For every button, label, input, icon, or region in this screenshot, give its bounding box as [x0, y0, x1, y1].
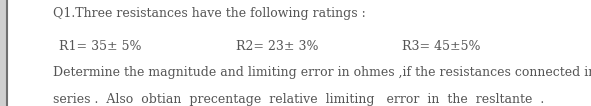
Text: R1= 35± 5%: R1= 35± 5% [59, 40, 142, 53]
Text: R2= 23± 3%: R2= 23± 3% [236, 40, 319, 53]
Text: series .  Also  obtian  precentage  relative  limiting   error  in  the  resltan: series . Also obtian precentage relative… [53, 93, 544, 106]
Text: Determine the magnitude and limiting error in ohmes ,if the resistances connecte: Determine the magnitude and limiting err… [53, 66, 591, 79]
Text: R3= 45±5%: R3= 45±5% [402, 40, 480, 53]
Bar [0, 0, 6, 106]
Text: Q1.Three resistances have the following ratings :: Q1.Three resistances have the following … [53, 7, 366, 20]
